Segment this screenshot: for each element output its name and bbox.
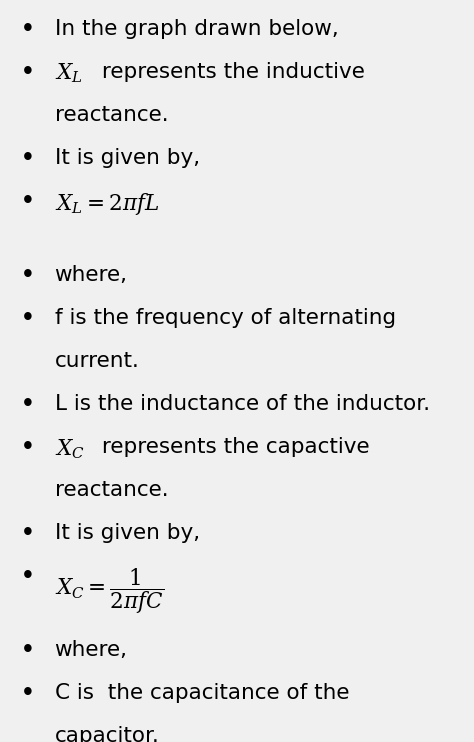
Text: •: • — [21, 62, 35, 82]
Text: •: • — [21, 566, 35, 586]
Text: C is  the capacitance of the: C is the capacitance of the — [55, 683, 349, 703]
Text: •: • — [21, 148, 35, 168]
Text: where,: where, — [55, 640, 128, 660]
Text: •: • — [21, 19, 35, 39]
Text: current.: current. — [55, 351, 139, 371]
Text: In the graph drawn below,: In the graph drawn below, — [55, 19, 338, 39]
Text: $X_C = \dfrac{1}{2\pi f C}$: $X_C = \dfrac{1}{2\pi f C}$ — [55, 566, 164, 616]
Text: It is given by,: It is given by, — [55, 523, 200, 543]
Text: where,: where, — [55, 265, 128, 285]
Text: •: • — [21, 437, 35, 457]
Text: •: • — [21, 683, 35, 703]
Text: •: • — [21, 394, 35, 414]
Text: f is the frequency of alternating: f is the frequency of alternating — [55, 308, 396, 328]
Text: •: • — [21, 308, 35, 328]
Text: represents the capactive: represents the capactive — [95, 437, 369, 457]
Text: $X_L$: $X_L$ — [55, 62, 82, 85]
Text: $X_C$: $X_C$ — [55, 437, 84, 461]
Text: capacitor.: capacitor. — [55, 726, 159, 742]
Text: •: • — [21, 265, 35, 285]
Text: represents the inductive: represents the inductive — [95, 62, 365, 82]
Text: •: • — [21, 523, 35, 543]
Text: L is the inductance of the inductor.: L is the inductance of the inductor. — [55, 394, 429, 414]
Text: •: • — [21, 640, 35, 660]
Text: •: • — [21, 191, 35, 211]
Text: reactance.: reactance. — [55, 480, 168, 500]
Text: reactance.: reactance. — [55, 105, 168, 125]
Text: $X_L = 2\pi f L$: $X_L = 2\pi f L$ — [55, 191, 159, 217]
Text: It is given by,: It is given by, — [55, 148, 200, 168]
